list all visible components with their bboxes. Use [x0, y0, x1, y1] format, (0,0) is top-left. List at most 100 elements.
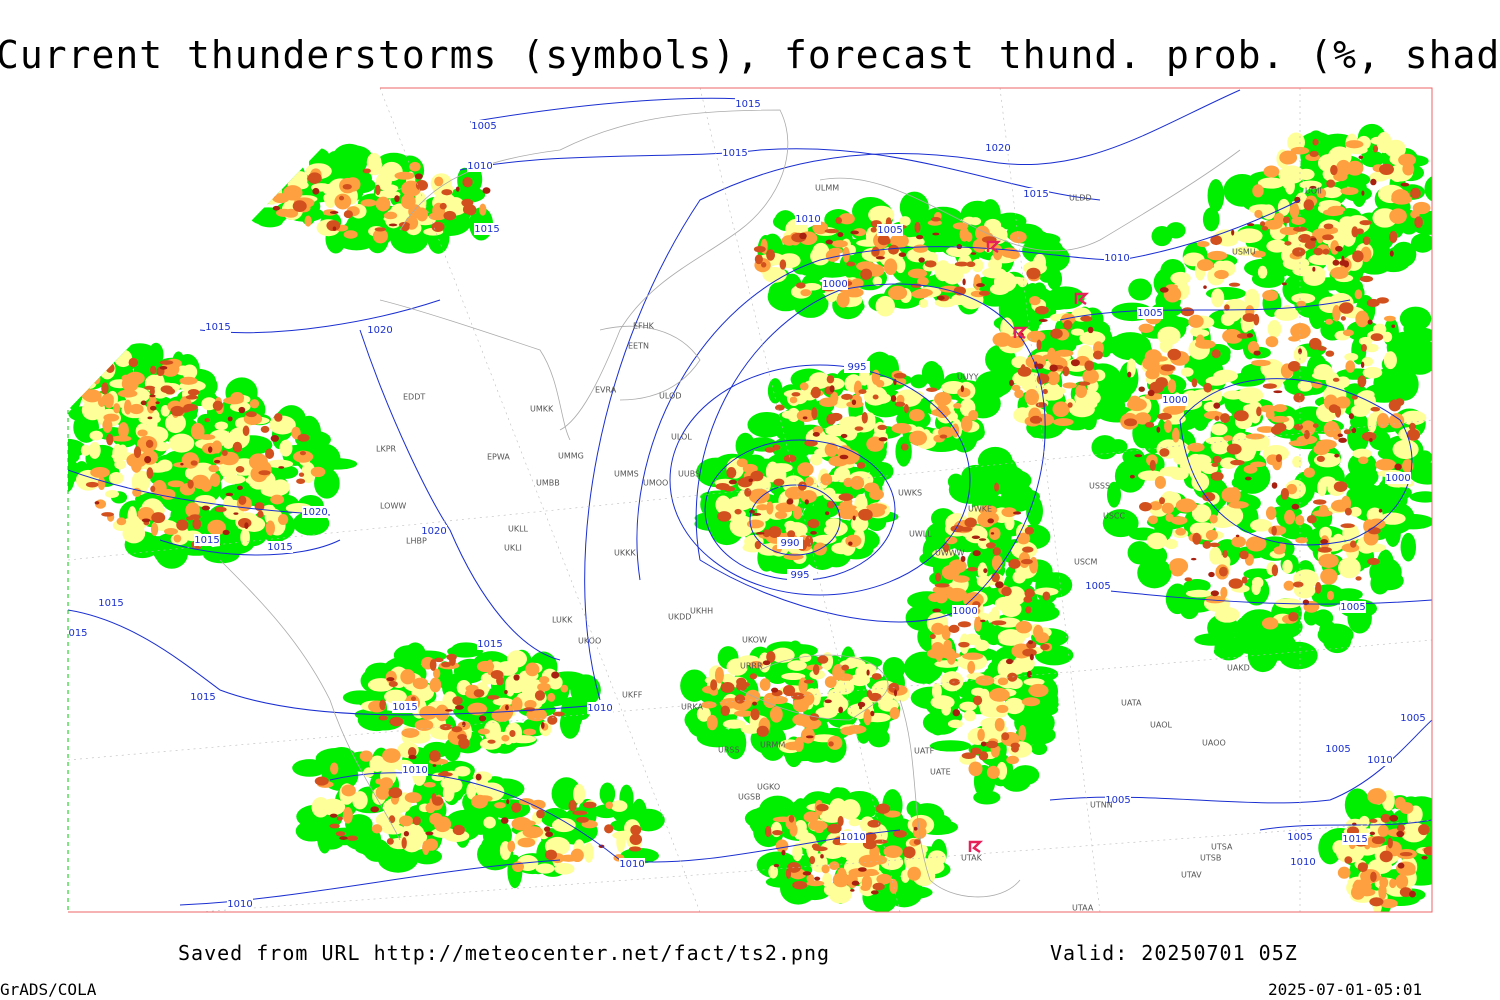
shade-blob [1295, 537, 1308, 544]
shade-blob [783, 684, 796, 697]
shade-blob [1211, 349, 1221, 359]
shade-blob [1256, 406, 1262, 417]
shade-blob [165, 413, 186, 434]
shade-blob [1323, 223, 1334, 230]
shade-blob [929, 633, 936, 640]
station-label: UKKK [614, 549, 636, 558]
shade-blob [764, 825, 772, 838]
station-label: USCM [1074, 558, 1098, 567]
station-label: UAKD [1227, 664, 1250, 673]
shade-blob [185, 394, 199, 400]
shade-blob [374, 227, 386, 232]
shade-blob [1334, 453, 1340, 458]
shade-blob [1355, 576, 1362, 581]
shade-blob [1344, 856, 1353, 864]
shade-blob [462, 721, 466, 727]
shade-blob [1278, 165, 1305, 184]
shade-blob [1151, 356, 1168, 362]
shade-blob [1170, 516, 1188, 525]
isobar-label-bg [1367, 754, 1393, 766]
shade-blob [870, 710, 875, 717]
shade-blob [772, 829, 783, 836]
shade-blob [401, 837, 407, 849]
shade-blob [1376, 297, 1389, 304]
shade-blob [821, 864, 830, 874]
shade-blob [236, 485, 243, 490]
isobar-label: 1005 [1340, 602, 1365, 613]
shade-blob [1213, 643, 1245, 659]
shade-blob [1222, 328, 1242, 344]
shade-blob [792, 880, 808, 890]
isobar-label-bg [1287, 831, 1313, 843]
shade-blob [846, 725, 867, 734]
shade-blob [1128, 395, 1142, 409]
shade-blob [696, 727, 738, 748]
shade-blob [235, 466, 245, 473]
shade-blob [1008, 558, 1021, 569]
shade-blob [752, 513, 762, 516]
shade-blob [511, 696, 523, 712]
shade-blob [304, 215, 312, 227]
shade-blob [1207, 250, 1228, 261]
shade-blob [68, 438, 86, 459]
shade-blob [359, 750, 373, 762]
shade-blob [1256, 426, 1276, 433]
shade-blob [214, 459, 221, 464]
shade-blob [1220, 457, 1238, 469]
shade-blob [548, 675, 563, 690]
shade-blob [1367, 788, 1387, 805]
shade-blob [1195, 334, 1205, 346]
shade-blob [1265, 506, 1277, 520]
shade-blob [128, 357, 139, 368]
shade-blob [1027, 670, 1032, 678]
shade-blob [1322, 248, 1330, 255]
station-label: UTAV [1181, 871, 1202, 880]
shade-blob [1149, 501, 1163, 511]
shade-blob [875, 379, 885, 388]
isobar-label-bg [1105, 794, 1131, 806]
shade-blob [476, 795, 493, 802]
shade-blob [352, 791, 368, 810]
shade-blob [837, 232, 844, 238]
shade-blob [1006, 335, 1025, 349]
shade-blob [953, 286, 966, 296]
shade-blob [1291, 216, 1306, 226]
shade-blob [954, 261, 969, 267]
shade-blob [335, 145, 372, 167]
shade-blob [1014, 389, 1024, 399]
shade-blob [1332, 259, 1340, 266]
shade-blob [1313, 443, 1330, 456]
shade-blob [970, 747, 982, 755]
isobar-label-bg [194, 534, 220, 546]
isobar-label: 1005 [1085, 581, 1110, 592]
shade-blob [877, 234, 890, 246]
shade-blob [914, 221, 921, 233]
shade-blob [829, 798, 847, 819]
shade-blob [386, 838, 394, 845]
shade-blob [1210, 590, 1219, 597]
shade-blob [403, 831, 410, 837]
shade-blob [214, 421, 229, 431]
isobar-label-bg [777, 537, 803, 549]
isobar-label-bg [795, 213, 821, 225]
shade-blob [774, 511, 788, 520]
shade-blob [1387, 837, 1393, 849]
shade-blob [825, 511, 830, 516]
isobar-label: 1015 [267, 542, 292, 553]
shade-blob [794, 736, 804, 752]
shade-blob [428, 212, 447, 221]
shade-blob [774, 404, 785, 411]
shade-blob [908, 430, 928, 446]
shade-blob [1394, 486, 1412, 499]
thunderstorm-symbols [968, 240, 1090, 854]
shade-blob [1190, 454, 1212, 467]
shade-blob [90, 467, 110, 478]
isobar-label: 1015 [190, 692, 215, 703]
shade-blob [185, 502, 201, 518]
shade-blob [1303, 467, 1315, 478]
shade-blob [525, 662, 540, 677]
shade-blob [334, 193, 352, 210]
shade-blob [805, 735, 814, 739]
shade-blob [329, 823, 340, 829]
shade-blob [1134, 454, 1143, 458]
